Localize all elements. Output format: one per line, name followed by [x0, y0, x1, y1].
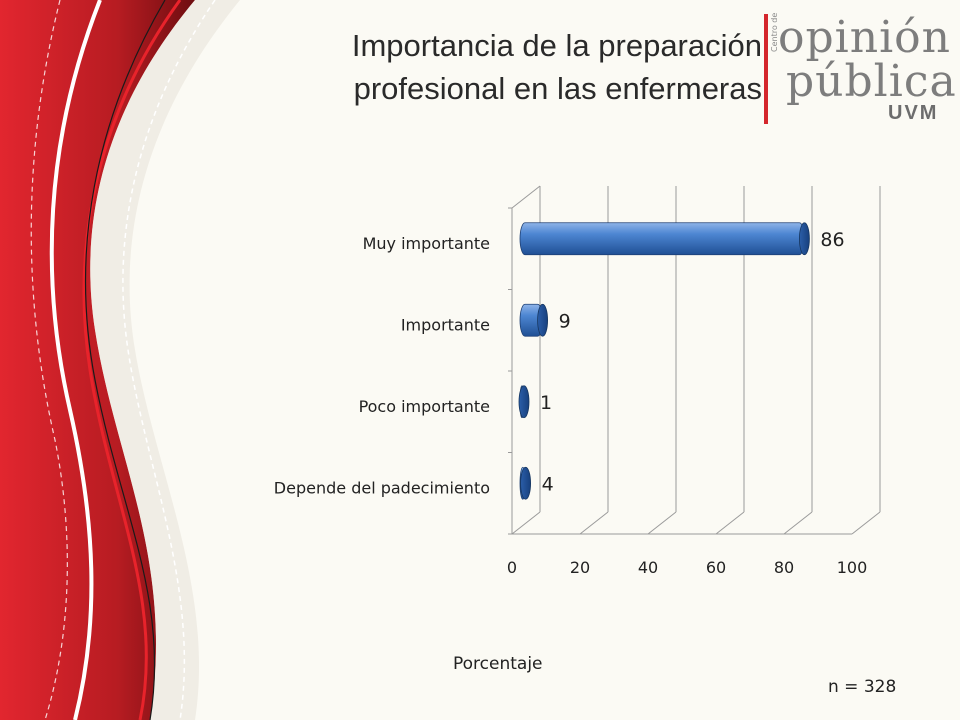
category-label-1: Importante	[401, 315, 490, 334]
logo-word-publica: pública	[786, 56, 957, 107]
floor-gridline-1	[579, 511, 609, 535]
logo-word-opinion: opinión	[778, 12, 951, 63]
x-tick-label-5: 100	[837, 558, 868, 577]
top-depth-line	[511, 185, 541, 209]
opinion-publica-logo: opinión Centro de pública UVM	[762, 10, 956, 124]
data-label-1: 9	[559, 310, 571, 332]
page-title: Importancia de la preparación profesiona…	[262, 24, 762, 110]
category-label-2: Poco importante	[359, 397, 490, 416]
floor-gridline-0	[511, 511, 541, 535]
x-tick-label-0: 0	[507, 558, 517, 577]
x-axis-title: Porcentaje	[453, 654, 543, 674]
bar-cap-1	[537, 303, 548, 337]
bar-cap-3	[520, 466, 531, 500]
logo-accent-bar	[764, 14, 768, 124]
sample-size-note: n = 328	[828, 677, 897, 697]
bar-cap-2	[518, 385, 530, 419]
bar-0	[519, 222, 805, 256]
floor-gridline-3	[715, 511, 745, 535]
x-tick-label-2: 40	[638, 558, 658, 577]
bar-cap-0	[799, 222, 810, 256]
data-label-3: 4	[542, 473, 554, 495]
category-label-3: Depende del padecimiento	[274, 478, 490, 497]
floor-gridline-4	[783, 511, 813, 535]
title-line-1: Importancia de la preparación	[351, 28, 762, 63]
x-tick-label-3: 60	[706, 558, 726, 577]
floor-gridline-2	[647, 511, 677, 535]
logo-uvm: UVM	[888, 102, 939, 124]
title-line-2: profesional en las enfermeras	[353, 71, 762, 106]
x-tick-label-4: 80	[774, 558, 794, 577]
floor-gridline-5	[851, 511, 881, 535]
data-label-0: 86	[820, 229, 844, 251]
x-tick-label-1: 20	[570, 558, 590, 577]
data-label-2: 1	[540, 392, 552, 414]
category-label-0: Muy importante	[363, 234, 490, 253]
